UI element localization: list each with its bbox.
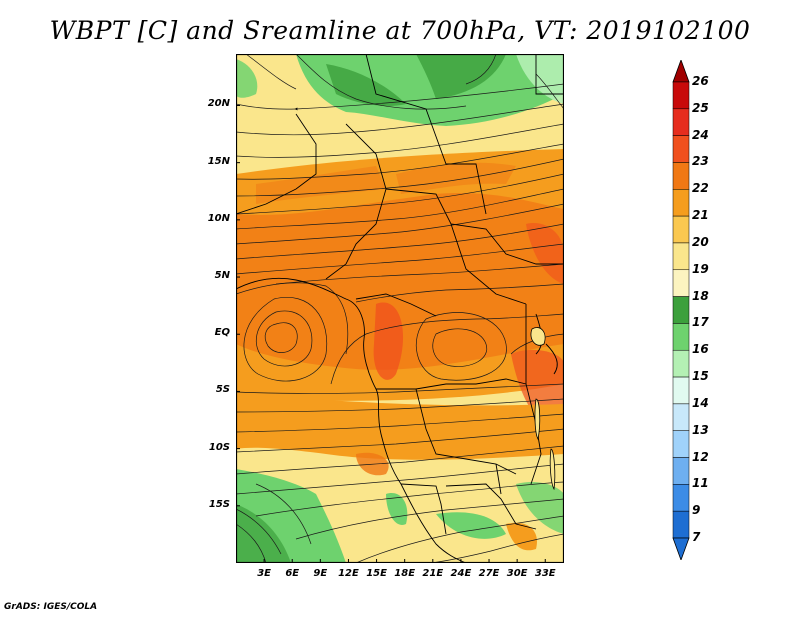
shade-17c-botswana bbox=[436, 512, 506, 539]
axis-ticks bbox=[236, 104, 546, 563]
lon-tick-label: 21E bbox=[422, 568, 444, 579]
colorbar-segment bbox=[672, 510, 690, 539]
colorbar-label: 21 bbox=[692, 208, 709, 223]
shade-17c-north bbox=[296, 54, 564, 126]
colorbar-label: 18 bbox=[692, 288, 709, 303]
colorbar-segment bbox=[672, 108, 690, 136]
colorbar-segment bbox=[672, 349, 690, 378]
lon-tick-label: 3E bbox=[257, 568, 271, 579]
software-credit: GrADS: IGES/COLA bbox=[4, 602, 98, 612]
colorbar-label: 14 bbox=[692, 395, 709, 410]
lake-malawi bbox=[549, 448, 556, 491]
colorbar-label: 20 bbox=[692, 234, 709, 249]
shade-22c-sahel-east bbox=[396, 162, 516, 194]
colorbar-segment bbox=[672, 296, 690, 324]
colorbar-label: 7 bbox=[692, 530, 701, 544]
colorbar-bottom-arrow bbox=[672, 537, 690, 560]
lon-tick-label: 6E bbox=[285, 568, 300, 579]
colorbar-label: 12 bbox=[692, 449, 709, 464]
lat-tick-label: 5S bbox=[215, 384, 230, 396]
shade-16c-northeast bbox=[516, 54, 564, 104]
colorbar-label: 17 bbox=[692, 315, 709, 330]
lon-tick-label: 9E bbox=[313, 568, 328, 579]
shade-17c-mozambique bbox=[516, 482, 564, 534]
shade-22c bbox=[236, 192, 564, 370]
shade-21c-southeast bbox=[506, 522, 537, 551]
lat-tick-label: 5N bbox=[214, 270, 230, 282]
colorbar-top-arrow bbox=[672, 60, 690, 83]
colorbar-label: 23 bbox=[692, 154, 709, 169]
lat-tick-label: 20N bbox=[207, 98, 230, 110]
colorbar-segment bbox=[672, 484, 690, 512]
colorbar-segment bbox=[672, 376, 690, 405]
lon-tick-label: 15E bbox=[366, 568, 387, 579]
colorbar-label: 19 bbox=[692, 261, 709, 276]
colorbar-segment bbox=[672, 403, 690, 431]
colorbar-label: 15 bbox=[692, 369, 709, 384]
map-canvas bbox=[236, 54, 564, 563]
colorbar-segment bbox=[672, 242, 690, 271]
lake-tanganyika bbox=[534, 398, 541, 441]
lon-tick-label: 33E bbox=[534, 568, 556, 579]
colorbar bbox=[672, 60, 690, 560]
colorbar-label: 22 bbox=[692, 181, 709, 196]
map-frame bbox=[236, 54, 564, 563]
streamlines bbox=[236, 54, 564, 563]
shade-18c-southwest bbox=[236, 504, 291, 563]
colorbar-label: 25 bbox=[692, 100, 709, 115]
lat-tick-label: 15N bbox=[207, 155, 230, 167]
colorbar-segment bbox=[672, 81, 690, 110]
colorbar-label: 9 bbox=[692, 503, 701, 518]
shade-21c-south bbox=[236, 394, 564, 460]
colorbar-segment bbox=[672, 162, 690, 190]
lat-tick-label: EQ bbox=[214, 327, 230, 339]
lon-tick-label: 18E bbox=[394, 568, 416, 579]
shade-18c-north-east bbox=[416, 54, 506, 99]
lon-tick-label: 30E bbox=[506, 568, 528, 579]
colorbar-segment bbox=[672, 189, 690, 217]
colorbar-label: 26 bbox=[692, 74, 709, 88]
colorbar-segment bbox=[672, 269, 690, 297]
shade-18c-north bbox=[326, 64, 406, 106]
lake-victoria bbox=[530, 327, 546, 346]
figure-title: WBPT [C] and Sreamline at 700hPa, VT: 20… bbox=[49, 16, 751, 45]
colorbar-segment bbox=[672, 135, 690, 163]
colorbar-segment bbox=[672, 457, 690, 485]
colorbar-label: 16 bbox=[692, 342, 709, 357]
lat-tick-label: 10S bbox=[208, 441, 230, 453]
lat-tick-label: 15S bbox=[208, 498, 230, 510]
lon-tick-label: 12E bbox=[338, 568, 359, 579]
colorbar-label: 11 bbox=[692, 476, 709, 491]
lon-tick-label: 27E bbox=[478, 568, 500, 579]
lat-tick-label: 10N bbox=[207, 212, 230, 224]
colorbar-label: 24 bbox=[692, 127, 709, 142]
colorbar-segment bbox=[672, 215, 690, 244]
map-panel bbox=[236, 54, 564, 563]
shade-23c-east bbox=[526, 223, 564, 284]
colorbar-segment bbox=[672, 323, 690, 351]
shade-17c-northwest bbox=[236, 59, 258, 98]
shade-23c-congo bbox=[373, 302, 404, 380]
colorbar-segment bbox=[672, 430, 690, 458]
colorbar-label: 13 bbox=[692, 422, 709, 437]
shade-17c-namibia bbox=[386, 493, 408, 525]
lon-tick-label: 24E bbox=[450, 568, 472, 579]
